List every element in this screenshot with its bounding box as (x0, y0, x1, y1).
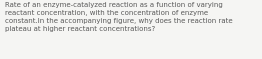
Text: Rate of an enzyme-catalyzed reaction as a function of varying
reactant concentra: Rate of an enzyme-catalyzed reaction as … (5, 2, 232, 32)
